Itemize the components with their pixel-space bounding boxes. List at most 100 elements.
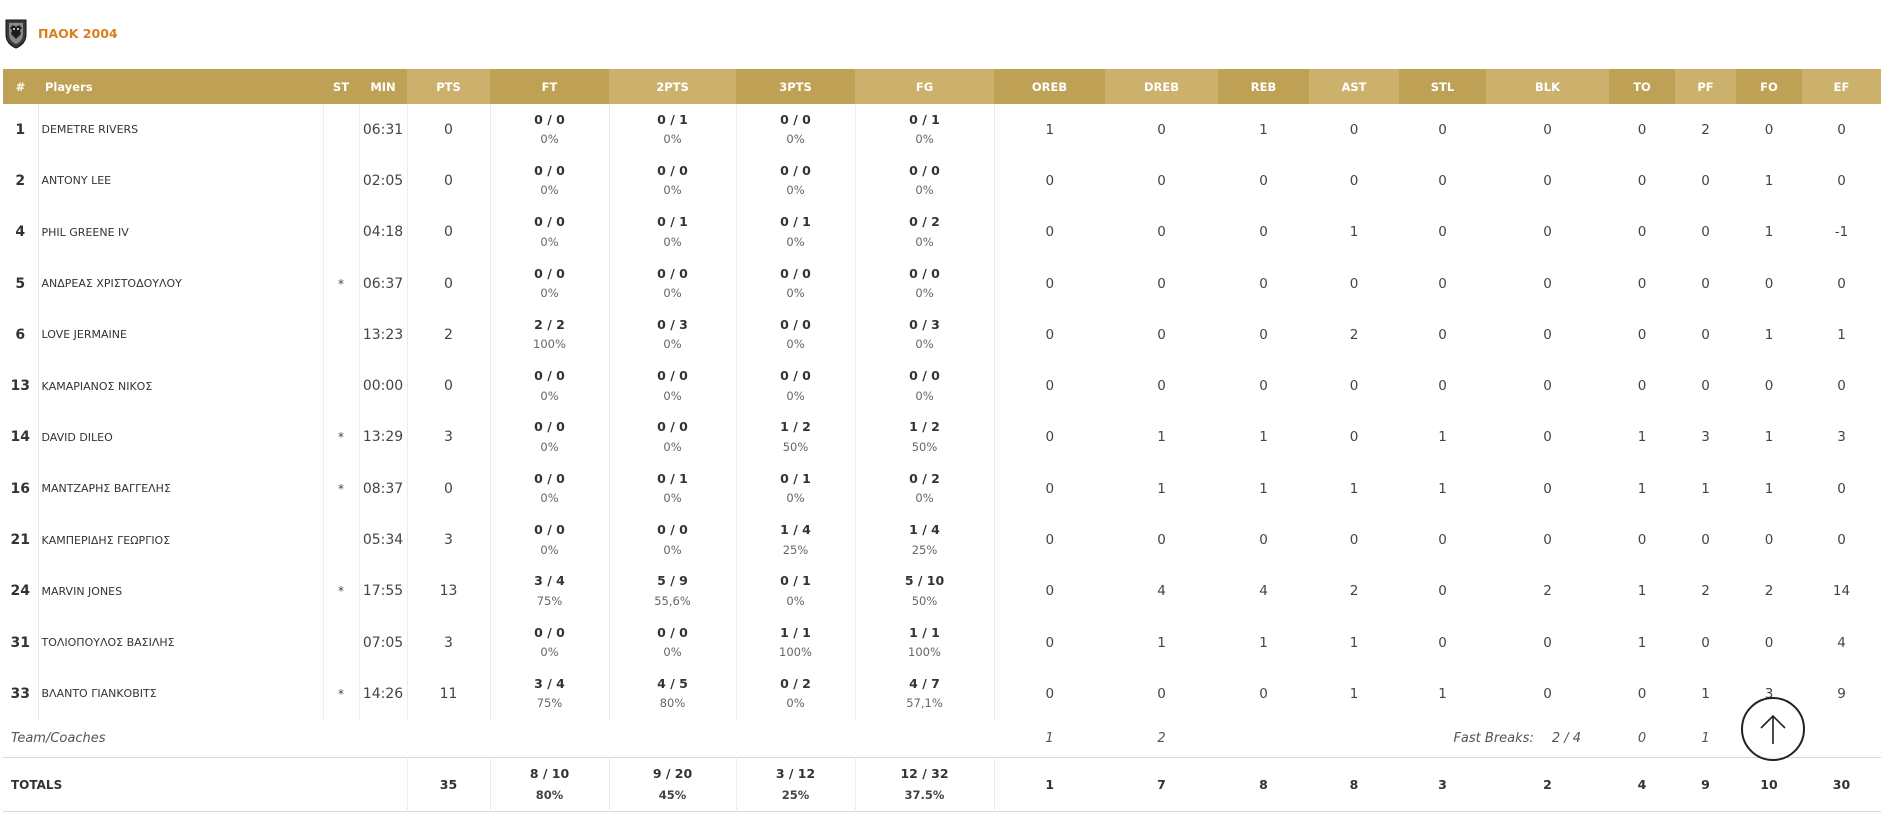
player-stl: 0 [1438, 172, 1447, 189]
col-header-blk[interactable]: BLK [1486, 69, 1609, 104]
player-3pts: 0 / 0 0% [736, 155, 856, 207]
player-fo: 1 [1764, 429, 1774, 446]
col-header-dreb[interactable]: DREB [1105, 69, 1218, 104]
fg-made-attempted: 0 / 0 [909, 368, 940, 384]
team-coaches-label: Team/Coaches [11, 730, 106, 746]
player-2pts: 0 / 0 0% [609, 155, 737, 207]
col-header-3pts[interactable]: 3PTS [736, 69, 855, 104]
ft-made-attempted: 0 / 0 [534, 111, 565, 127]
col-header-fg[interactable]: FG [855, 69, 994, 104]
player-to: 1 [1637, 480, 1647, 497]
player-number: 1 [3, 104, 39, 156]
player-name: ΤΟΛΙΟΠΟΥΛΟΣ ΒΑΣΙΛΗΣ [38, 616, 324, 669]
player-blk: 0 [1543, 480, 1552, 497]
player-ft: 0 / 0 0% [490, 616, 610, 669]
player-ft: 3 / 4 75% [490, 565, 610, 617]
col-header-players[interactable]: Players [38, 69, 323, 104]
col-header-oreb[interactable]: OREB [994, 69, 1105, 104]
player-pf: 0 [1701, 378, 1710, 395]
player-3pts: 0 / 2 0% [736, 668, 856, 720]
player-fo: 0 [1764, 275, 1774, 292]
player-starter [323, 104, 360, 156]
player-pf: 1 [1701, 685, 1710, 702]
col-header-pts[interactable]: PTS [407, 69, 490, 104]
player-reb: 0 [1259, 326, 1268, 343]
col-header-number[interactable]: # [3, 69, 38, 104]
col-header-reb[interactable]: REB [1218, 69, 1309, 104]
player-oreb: 0 [1045, 378, 1055, 395]
player-row: 21 ΚΑΜΠΕΡΙΔΗΣ ΓΕΩΡΓΙΟΣ 05:34 3 0 / 0 0% 0… [3, 514, 1881, 566]
col-header-ast[interactable]: AST [1309, 69, 1399, 104]
col-header-2pts[interactable]: 2PTS [609, 69, 736, 104]
ft-made-attempted: 0 / 0 [534, 265, 565, 281]
player-reb: 0 [1259, 378, 1268, 395]
totals-3pts: 3 / 12 25% [736, 757, 856, 812]
2pts-percentage: 0% [663, 337, 682, 352]
player-2pts: 0 / 0 0% [609, 616, 737, 669]
col-header-ft[interactable]: FT [490, 69, 609, 104]
player-minutes: 14:26 [359, 668, 408, 720]
ft-made-attempted: 0 / 0 [534, 470, 565, 486]
col-header-st[interactable]: ST [323, 69, 359, 104]
player-to: 1 [1637, 429, 1647, 446]
back-to-top-button[interactable] [1741, 697, 1805, 761]
player-points: 0 [407, 104, 491, 156]
fg-made-attempted: 1 / 2 [909, 419, 940, 435]
player-pf: 0 [1701, 326, 1710, 343]
player-to: 0 [1637, 224, 1647, 241]
player-3pts: 0 / 0 0% [736, 360, 856, 412]
3pts-made-attempted: 0 / 0 [780, 368, 811, 384]
col-header-min[interactable]: MIN [359, 69, 407, 104]
player-ef: 3 [1837, 429, 1846, 446]
fg-percentage: 0% [915, 234, 934, 249]
3pts-made-attempted: 0 / 1 [780, 573, 811, 589]
player-number: 14 [3, 411, 39, 464]
col-header-ef[interactable]: EF [1802, 69, 1881, 104]
2pts-made-attempted: 0 / 0 [657, 162, 688, 178]
fg-made-attempted: 0 / 2 [909, 470, 940, 486]
2pts-percentage: 0% [663, 388, 682, 403]
player-row: 14 DAVID DILEO * 13:29 3 0 / 0 0% 0 / 0 0%… [3, 411, 1881, 464]
player-row: 5 ΑΝΔΡΕΑΣ ΧΡΙΣΤΟΔΟΥΛΟΥ * 06:37 0 0 / 0 0%… [3, 257, 1881, 310]
col-header-pf[interactable]: PF [1675, 69, 1736, 104]
totals-2pts-percentage: 45% [658, 787, 687, 802]
col-header-fo[interactable]: FO [1736, 69, 1802, 104]
fg-percentage: 0% [915, 388, 934, 403]
player-to: 0 [1637, 326, 1647, 343]
fg-percentage: 0% [915, 132, 934, 147]
player-dreb: 1 [1157, 480, 1166, 497]
player-minutes: 07:05 [359, 616, 408, 669]
player-points: 0 [407, 206, 491, 258]
player-blk: 0 [1543, 634, 1552, 651]
fg-made-attempted: 0 / 0 [909, 162, 940, 178]
ft-percentage: 0% [540, 388, 559, 403]
col-header-stl[interactable]: STL [1399, 69, 1486, 104]
totals-oreb: 1 [1045, 777, 1055, 793]
player-oreb: 0 [1045, 480, 1055, 497]
player-dreb: 0 [1157, 378, 1166, 395]
player-3pts: 0 / 0 0% [736, 104, 856, 156]
player-starter [323, 155, 360, 207]
player-fg: 1 / 1 100% [855, 616, 995, 669]
player-2pts: 0 / 1 0% [609, 463, 737, 515]
player-fo: 3 [1764, 685, 1774, 702]
totals-3pts-percentage: 25% [781, 787, 810, 802]
player-starter [323, 309, 360, 361]
player-starter: * [323, 257, 360, 310]
player-number: 13 [3, 360, 39, 412]
player-3pts: 1 / 2 50% [736, 411, 856, 464]
totals-ef: 30 [1832, 777, 1851, 793]
fg-made-attempted: 1 / 1 [909, 624, 940, 640]
player-pf: 2 [1701, 121, 1710, 138]
player-row: 4 PHIL GREENE IV 04:18 0 0 / 0 0% 0 / 1 0%… [3, 206, 1881, 258]
team-name-link[interactable]: ΠΑΟΚ 2004 [38, 25, 118, 41]
player-minutes: 13:23 [359, 309, 408, 361]
fg-made-attempted: 0 / 2 [909, 214, 940, 230]
2pts-percentage: 0% [663, 645, 682, 660]
player-to: 1 [1637, 634, 1647, 651]
ft-percentage: 0% [540, 542, 559, 557]
player-points: 3 [407, 616, 491, 669]
col-header-to[interactable]: TO [1609, 69, 1675, 104]
player-stl: 0 [1438, 378, 1447, 395]
player-pf: 3 [1701, 429, 1710, 446]
